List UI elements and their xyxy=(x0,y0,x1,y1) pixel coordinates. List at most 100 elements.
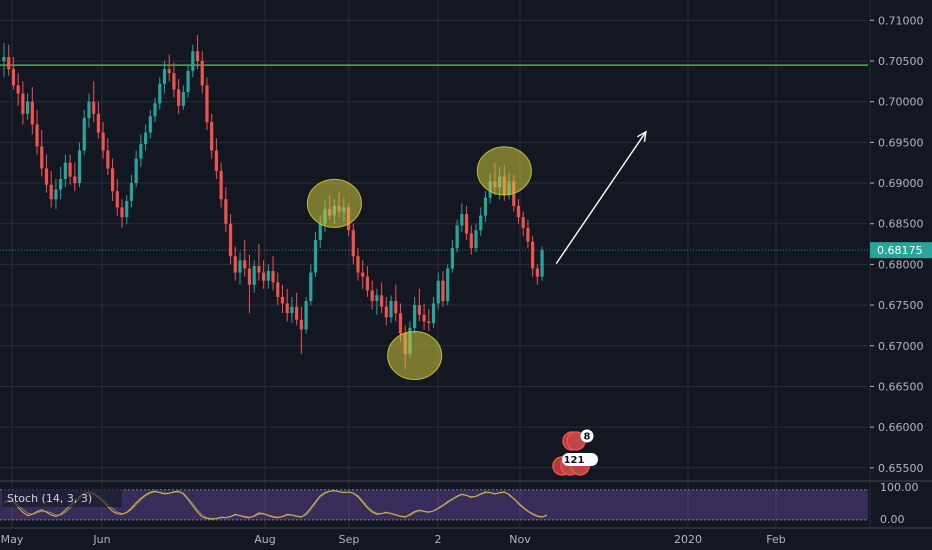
candle xyxy=(228,213,233,265)
candle-body xyxy=(441,280,445,302)
candle-body xyxy=(479,215,483,231)
candle-body xyxy=(30,101,34,125)
oscillator-legend[interactable]: Stoch (14, 3, 3) xyxy=(7,492,92,505)
candle xyxy=(162,61,167,94)
candle-body xyxy=(40,146,44,169)
time-tick-label: Jun xyxy=(92,533,110,546)
price-tick-label: 0.69000 xyxy=(878,177,924,190)
candle-body xyxy=(389,301,393,318)
last-price-marker: 0.68175 xyxy=(870,242,932,259)
candle xyxy=(309,264,313,306)
candle-body xyxy=(148,116,152,133)
candle-body xyxy=(11,69,16,86)
candle-body xyxy=(21,93,25,114)
candle-body xyxy=(356,256,360,273)
trend-arrow-line[interactable] xyxy=(555,131,647,264)
candle xyxy=(431,296,436,328)
candle xyxy=(422,303,426,330)
candle xyxy=(266,264,270,289)
candle-body xyxy=(271,270,275,283)
candle-body xyxy=(162,69,167,84)
highlight-circle[interactable] xyxy=(476,146,532,196)
highlight-circle[interactable] xyxy=(387,331,443,381)
badge-count-bg xyxy=(562,453,598,466)
candle xyxy=(110,158,115,201)
candle xyxy=(351,223,355,265)
price-axis[interactable]: 0.65500 0.66000 0.66500 0.67000 0.67500 0.680… xyxy=(869,0,932,528)
candle-body xyxy=(460,213,464,226)
candle xyxy=(304,296,308,334)
candle-body xyxy=(68,162,72,177)
candle-body xyxy=(233,256,237,273)
candle-body xyxy=(257,266,261,273)
candle-body xyxy=(276,282,280,297)
candle xyxy=(44,154,49,193)
candle-body xyxy=(380,295,384,307)
candle-body xyxy=(177,89,181,106)
candle-body xyxy=(7,56,11,70)
time-axis[interactable]: May Jun Aug Sep 2 Nov 2020 Feb xyxy=(0,527,932,546)
candle-body xyxy=(120,207,124,218)
candle xyxy=(129,174,134,208)
price-tick-label: 0.67000 xyxy=(878,340,924,353)
candle-body xyxy=(243,260,247,269)
candle xyxy=(125,195,129,224)
candle-body xyxy=(35,124,39,147)
candle-body xyxy=(436,280,440,304)
candle-body xyxy=(26,101,30,114)
candle-body xyxy=(474,230,478,249)
event-badge-calendar[interactable]: 121 xyxy=(552,453,598,476)
candle xyxy=(30,87,34,135)
price-tick-label: 0.65500 xyxy=(878,462,924,475)
candle xyxy=(11,56,16,90)
event-badges[interactable]: 8 121 xyxy=(552,429,598,476)
badge-count: 121 xyxy=(564,455,585,466)
candle xyxy=(205,77,209,131)
candle xyxy=(521,211,525,236)
candle-body xyxy=(252,266,256,285)
candle-body xyxy=(299,319,303,330)
candle xyxy=(526,219,530,249)
candle-body xyxy=(540,250,544,277)
candle xyxy=(167,54,171,82)
badge-count-bg xyxy=(580,429,594,443)
candle xyxy=(299,306,303,354)
oscillator-band xyxy=(0,489,868,520)
candle-body xyxy=(427,321,431,323)
candle xyxy=(181,85,185,110)
candle-body xyxy=(469,233,473,249)
candle-body xyxy=(464,213,469,234)
candle xyxy=(172,62,176,98)
candle xyxy=(413,296,417,334)
candle xyxy=(21,81,25,125)
time-tick-label: May xyxy=(1,533,24,546)
candle xyxy=(535,264,539,285)
candle-body xyxy=(535,268,539,277)
price-tick-label: 0.68500 xyxy=(878,218,924,231)
candle xyxy=(252,260,256,293)
drawing-annotations[interactable] xyxy=(306,130,647,381)
price-tick-label: 0.67500 xyxy=(878,299,924,312)
price-tick-label: 0.70500 xyxy=(878,55,924,68)
highlight-circle[interactable] xyxy=(306,178,362,228)
candle xyxy=(158,77,162,110)
price-tick-label: 0.71000 xyxy=(878,14,924,27)
candle xyxy=(2,43,6,78)
legend-bg xyxy=(2,489,122,507)
candle xyxy=(479,207,483,236)
candle-body xyxy=(144,132,148,144)
candle-body xyxy=(125,200,129,218)
candle xyxy=(177,78,181,114)
candle xyxy=(356,248,360,281)
candle xyxy=(295,292,299,326)
stochastic-pane[interactable]: Stoch (14, 3, 3) 0.00 100.00 xyxy=(0,480,932,528)
candle-body xyxy=(210,122,214,151)
candle xyxy=(313,231,318,277)
candle xyxy=(214,138,218,179)
candle-body xyxy=(290,306,294,314)
candle xyxy=(87,93,91,128)
candle-body xyxy=(219,170,223,200)
event-badge-news[interactable]: 8 xyxy=(562,429,594,451)
candle-body xyxy=(384,306,388,318)
